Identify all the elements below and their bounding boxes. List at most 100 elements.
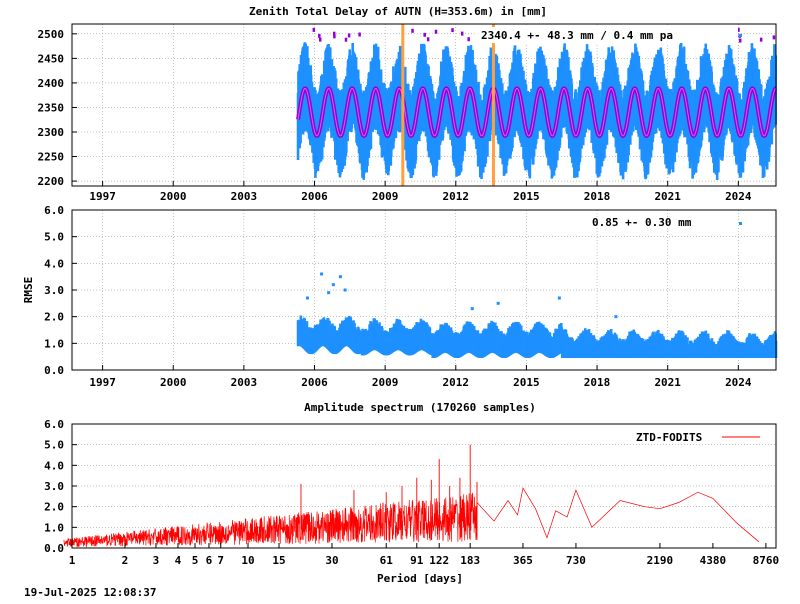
ztd-axes: 1997 2000 2003 2006 2009 2012 2015 2018 2021 2024… [38, 28, 752, 203]
ztd-outlier [318, 37, 322, 42]
rmse-outlier-point [338, 275, 342, 279]
spectrum-xtick-label: 7 [217, 554, 224, 567]
ztd-xtick-label: 2024 [725, 190, 752, 203]
ztd-outlier [411, 28, 414, 33]
spectrum-ytick-label: 4.0 [44, 459, 64, 472]
ztd-ytick-label: 2250 [38, 151, 65, 164]
ztd-outlier [312, 27, 316, 32]
ztd-model-curve-core [297, 88, 776, 137]
spectrum-xtick-label: 730 [566, 554, 586, 567]
ztd-outlier [460, 31, 464, 36]
ztd-outlier [333, 34, 336, 39]
rmse-ytick-label: 0.0 [44, 364, 64, 377]
ztd-xtick-label: 2015 [513, 190, 540, 203]
spectrum-xtick-label: 3 [153, 554, 160, 567]
spectrum-title: Amplitude spectrum (170260 samples) [304, 401, 536, 414]
rmse-xtick-label: 2012 [443, 376, 470, 389]
ztd-annotation-marker [739, 34, 742, 37]
spectrum-ytick-label: 0.0 [44, 542, 64, 555]
ztd-ytick-label: 2300 [38, 126, 65, 139]
rmse-outlier-point [305, 296, 309, 300]
rmse-outlier-point [343, 288, 347, 292]
ztd-ytick-label: 2200 [38, 175, 65, 188]
spectrum-ytick-label: 2.0 [44, 501, 64, 514]
rmse-axes: 1997 2000 2003 2006 2009 2012 2015 2018 2021 2024… [44, 204, 752, 389]
ztd-ytick-label: 2500 [38, 28, 65, 41]
ztd-outlier [358, 32, 361, 37]
spectrum-xtick-label: 4380 [700, 554, 727, 567]
rmse-annotation: 0.85 +- 0.30 mm [592, 216, 692, 229]
ztd-ytick-label: 2450 [38, 52, 65, 65]
ztd-xtick-label: 2009 [372, 190, 399, 203]
ztd-ytick-label: 2350 [38, 101, 65, 114]
spectrum-xtick-label: 15 [272, 554, 285, 567]
ztd-frame [71, 23, 777, 187]
spectrum-xtick-label: 4 [175, 554, 182, 567]
ztd-outlier [434, 29, 438, 34]
rmse-annotation-marker [739, 222, 742, 225]
ztd-outlier [423, 32, 426, 37]
spectrum-xtick-label: 30 [325, 554, 338, 567]
rmse-outlier-point [470, 307, 474, 311]
ztd-xtick-label: 2012 [443, 190, 470, 203]
ztd-xtick-label: 2021 [654, 190, 681, 203]
rmse-ytick-label: 5.0 [44, 231, 64, 244]
ztd-xtick-label: 2006 [301, 190, 328, 203]
rmse-xtick-label: 1997 [89, 376, 116, 389]
rmse-xtick-label: 2021 [654, 376, 681, 389]
ztd-outlier [772, 35, 776, 40]
rmse-outlier-point [320, 272, 324, 276]
rmse-ytick-label: 1.0 [44, 337, 64, 350]
spectrum-line [63, 487, 760, 548]
rmse-outlier-point [331, 283, 335, 287]
spectrum-xtick-label: 8760 [753, 554, 780, 567]
ztd-outlier [344, 37, 348, 42]
rmse-outlier-point [496, 301, 500, 305]
rmse-xtick-label: 2003 [231, 376, 258, 389]
rmse-ytick-label: 4.0 [44, 257, 64, 270]
spectrum-legend-label: ZTD-FODITS [636, 431, 702, 444]
spectrum-xtick-label: 122 [429, 554, 449, 567]
spectrum-xtick-label: 2190 [647, 554, 674, 567]
ztd-outlier [451, 28, 454, 33]
spectrum-xlabel: Period [days] [377, 572, 463, 585]
ztd-outlier [332, 31, 336, 36]
rmse-ytick-label: 3.0 [44, 284, 64, 297]
rmse-xtick-label: 2018 [584, 376, 611, 389]
rmse-ytick-label: 6.0 [44, 204, 64, 217]
rmse-outlier-point [557, 296, 561, 300]
ztd-outlier [426, 37, 430, 42]
ztd-title: Zenith Total Delay of AUTN (H=353.6m) in… [249, 5, 547, 18]
rmse-plot-area [296, 272, 778, 358]
spectrum-ytick-label: 3.0 [44, 480, 64, 493]
ztd-annotation: 2340.4 +- 48.3 mm / 0.4 mm pa [481, 29, 673, 42]
ztd-outlier [467, 37, 470, 42]
rmse-outlier-point [327, 291, 331, 295]
rmse-xtick-label: 2000 [160, 376, 187, 389]
ztd-plot-area [296, 24, 778, 186]
spectrum-xtick-label: 6 [206, 554, 213, 567]
spectrum-xtick-label: 183 [460, 554, 480, 567]
rmse-outlier-point [614, 315, 618, 319]
spectrum-xtick-label: 61 [380, 554, 394, 567]
spectrum-axes: 0.0 1.0 2.0 3.0 4.0 5.0 6.0 1 2 3 4 5 6 7 10 15 30 61 91 12… [44, 418, 779, 567]
spectrum-ytick-label: 5.0 [44, 439, 64, 452]
ztd-outlier [347, 33, 351, 38]
ztd-annotation-box [476, 27, 738, 43]
ztd-outlier [318, 33, 321, 38]
ztd-xtick-label: 2000 [160, 190, 187, 203]
spectrum-xtick-label: 1 [69, 554, 76, 567]
spectrum-xtick-label: 2 [122, 554, 129, 567]
ztd-outlier [759, 37, 763, 42]
spectrum-plot-area [63, 444, 760, 548]
ztd-xtick-label: 2018 [584, 190, 611, 203]
spectrum-xtick-label: 91 [410, 554, 424, 567]
rmse-ytick-label: 2.0 [44, 311, 64, 324]
ztd-outlier [738, 38, 742, 43]
spectrum-xtick-label: 5 [192, 554, 199, 567]
rmse-xtick-label: 2006 [301, 376, 328, 389]
rmse-ylabel: RMSE [22, 277, 35, 304]
rmse-xtick-label: 2009 [372, 376, 399, 389]
rmse-xtick-label: 2015 [513, 376, 540, 389]
